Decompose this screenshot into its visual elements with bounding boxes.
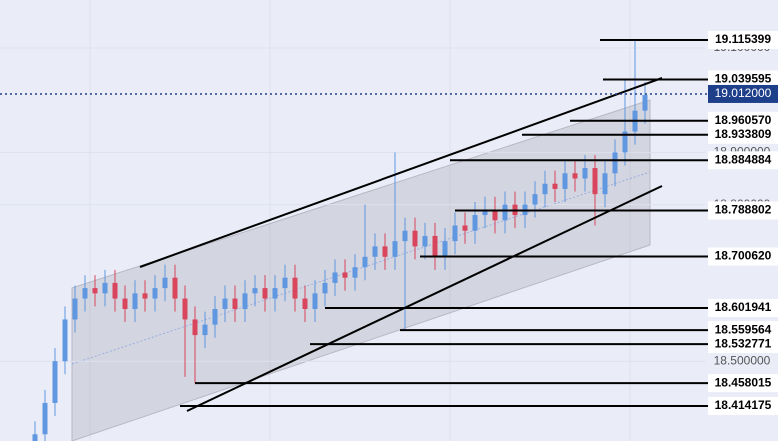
current-price-box [708, 84, 778, 103]
candle-body [552, 183, 558, 189]
candle-body [62, 319, 68, 362]
candle-body [202, 324, 208, 336]
candle-body [42, 402, 48, 435]
candle-body [122, 298, 128, 309]
level-label-box [708, 30, 778, 49]
candle-body [402, 230, 408, 242]
candle-body [582, 168, 588, 179]
candle-body [412, 230, 418, 247]
candle-body [442, 241, 448, 257]
level-label: 19.115399 [715, 32, 771, 46]
level-label-box [708, 374, 778, 393]
candle-body [642, 94, 648, 111]
candle-body [472, 215, 478, 231]
candle-body [422, 235, 428, 247]
candle-body [222, 298, 228, 309]
y-tick-label: 18.500000 [714, 353, 771, 367]
level-label: 19.039595 [715, 72, 772, 86]
level-label: 18.559564 [715, 322, 772, 336]
candle-body [262, 288, 268, 299]
candle-body [182, 298, 188, 320]
candle-body [142, 293, 148, 299]
candle-body [212, 308, 218, 325]
candle-body [432, 235, 438, 257]
level-label-box [708, 298, 778, 317]
upper-trendline [139, 77, 663, 268]
level-label: 18.933809 [715, 127, 772, 141]
lower-trendline [186, 185, 663, 412]
candle-body [32, 434, 38, 441]
level-label: 18.601941 [715, 300, 772, 314]
candle-body [532, 194, 538, 205]
candle-body [52, 361, 58, 403]
candle-body [502, 204, 508, 221]
candle-body [162, 277, 168, 289]
level-label: 18.414175 [715, 398, 772, 412]
candle-body [102, 282, 108, 294]
candle-body [392, 241, 398, 257]
candle-body [252, 288, 258, 294]
candle-body [192, 319, 198, 336]
candle-body [272, 288, 278, 299]
candle-body [112, 282, 118, 299]
candle-body [382, 246, 388, 257]
candle-body [452, 225, 458, 242]
candle-body [72, 298, 78, 320]
candle-body [352, 267, 358, 278]
level-label: 18.700620 [715, 249, 772, 263]
candle-body [232, 298, 238, 309]
candle-body [492, 209, 498, 221]
candle-body [372, 246, 378, 257]
current-price-label: 19.012000 [715, 86, 772, 100]
candle-body [572, 173, 578, 179]
level-label-box [708, 201, 778, 220]
candle-body [312, 293, 318, 309]
level-label-box [708, 151, 778, 170]
candle-body [92, 288, 98, 294]
level-label-box [708, 247, 778, 266]
level-label: 18.960570 [715, 113, 772, 127]
candle-body [622, 131, 628, 153]
level-label-box [708, 111, 778, 130]
candle-body [302, 298, 308, 309]
candle-body [172, 277, 178, 299]
candle-body [132, 293, 138, 309]
candle-body [322, 282, 328, 294]
candle-body [542, 183, 548, 195]
candle-body [242, 293, 248, 309]
level-label: 18.788802 [715, 203, 772, 217]
candle-body [82, 288, 88, 299]
candle-body [282, 277, 288, 289]
level-label: 18.458015 [715, 375, 772, 389]
candle-body [612, 152, 618, 174]
level-label-box [708, 396, 778, 415]
level-label: 18.532771 [715, 336, 772, 350]
candle-body [482, 209, 488, 216]
level-label: 18.884884 [715, 152, 772, 166]
candle-body [562, 173, 568, 189]
candle-body [462, 225, 468, 231]
candle-body [592, 168, 598, 195]
level-label-box [708, 125, 778, 144]
candle-body [602, 173, 608, 195]
level-label-box [708, 321, 778, 340]
regression-channel [71, 99, 651, 441]
candle-body [362, 256, 368, 268]
candle-body [332, 272, 338, 283]
candle-body [292, 277, 298, 299]
level-label-box [708, 335, 778, 354]
candle-body [342, 272, 348, 278]
channel-midline [71, 171, 651, 365]
level-label-box [708, 70, 778, 89]
candle-body [152, 288, 158, 299]
